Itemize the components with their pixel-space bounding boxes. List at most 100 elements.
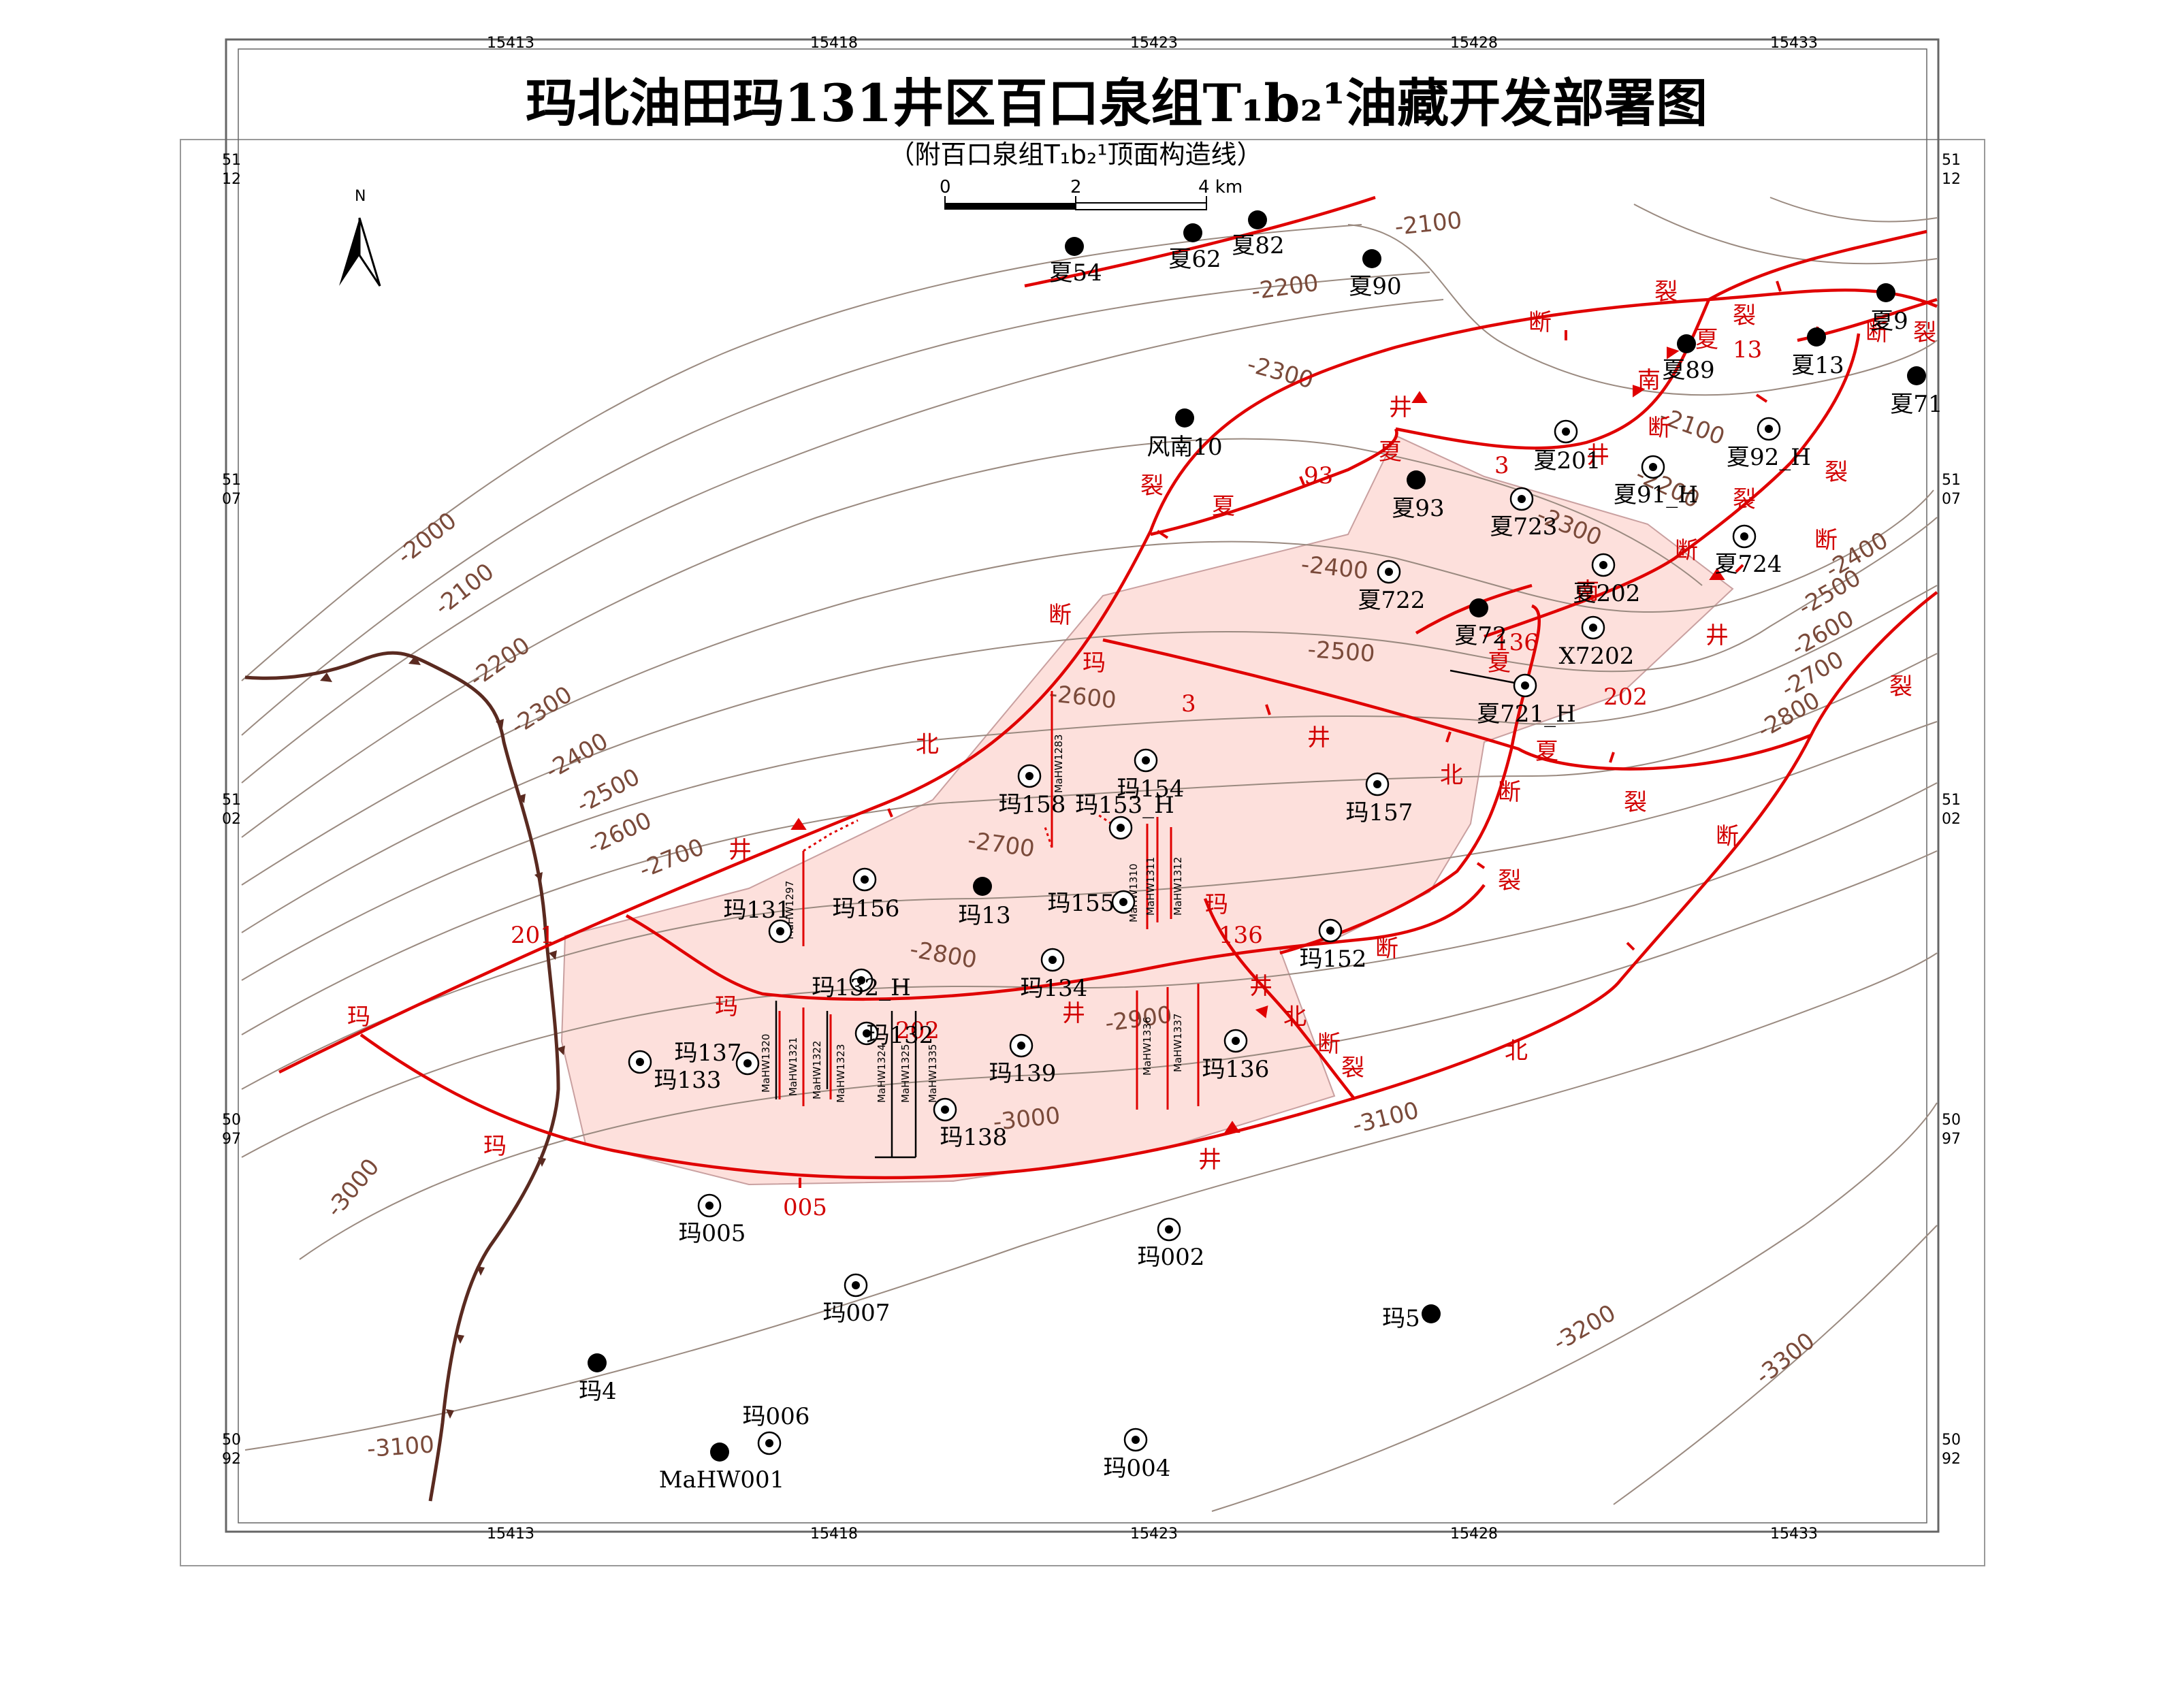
well-label: 夏71	[1890, 391, 1942, 418]
grid-x-label: 15433	[1770, 1526, 1818, 1543]
fault-label: 136	[1219, 922, 1263, 949]
grid-y-label: 50	[222, 1112, 241, 1129]
well-marker[interactable]: 玛004	[1104, 1428, 1171, 1482]
well-producer-icon	[588, 1353, 607, 1372]
well-marker[interactable]: 夏201	[1534, 419, 1601, 474]
fault-label: 井	[1307, 724, 1330, 752]
fault-label: 南	[1637, 367, 1661, 394]
well-marker[interactable]: 玛138	[933, 1097, 1007, 1151]
fault-label: 断	[1814, 527, 1838, 554]
hw-label: MaHW1323	[835, 1044, 847, 1103]
well-label: 玛139	[989, 1060, 1057, 1087]
grid-x-label: 15423	[1130, 1526, 1178, 1543]
scale-label: 2	[1070, 177, 1082, 197]
well-marker[interactable]: 夏724	[1715, 524, 1782, 578]
fault-label: 3	[1181, 690, 1196, 718]
map-frame-inner	[238, 48, 1927, 1524]
grid-y-label: 50	[1942, 1432, 1961, 1449]
well-marker[interactable]: 玛152	[1300, 918, 1367, 973]
fault-label: 北	[1505, 1037, 1528, 1065]
well-label: 玛4	[579, 1378, 617, 1405]
well-marker[interactable]: 夏91_H	[1614, 455, 1698, 509]
well-marker[interactable]: 玛4	[579, 1353, 617, 1405]
grid-labels-bottom: 15413 15418 15423 15428 15433	[487, 1526, 1818, 1543]
grid-y-label: 51	[1942, 472, 1961, 489]
well-marker[interactable]: 玛155	[1048, 890, 1136, 917]
well-marker[interactable]: 玛005	[679, 1193, 746, 1247]
well-marker[interactable]: 玛007	[823, 1273, 891, 1327]
well-producer-icon	[1876, 283, 1895, 302]
fault-label: 裂	[1654, 278, 1678, 306]
well-marker[interactable]: 风南10	[1147, 408, 1223, 461]
well-marker[interactable]: 夏71	[1890, 366, 1943, 418]
grid-y-label: 50	[1942, 1112, 1961, 1129]
well-observation-dot-icon	[1521, 681, 1529, 690]
well-observation-dot-icon	[1142, 756, 1150, 764]
well-observation-dot-icon	[1048, 956, 1057, 964]
grid-y-label: 92	[1942, 1451, 1961, 1468]
well-marker[interactable]: 夏93	[1392, 470, 1445, 522]
well-marker[interactable]: 玛006	[743, 1403, 810, 1455]
fault-label: 玛	[483, 1133, 507, 1160]
fault-label: 裂	[1889, 673, 1912, 700]
well-marker[interactable]: 玛132	[854, 1021, 933, 1049]
well-label: 夏72	[1454, 622, 1507, 649]
contour-label: -3100	[366, 1431, 435, 1463]
contour-label: -2400	[541, 728, 613, 785]
well-marker[interactable]: 夏9	[1870, 283, 1908, 335]
well-label: 玛157	[1346, 799, 1413, 826]
well-marker[interactable]: 玛13	[958, 877, 1011, 929]
grid-y-label: 50	[222, 1432, 241, 1449]
well-observation-dot-icon	[1232, 1037, 1240, 1045]
well-marker[interactable]: 玛133	[628, 1050, 721, 1094]
well-marker[interactable]: 玛139	[989, 1033, 1057, 1087]
well-producer-icon	[1407, 470, 1426, 489]
well-marker[interactable]: 夏13	[1791, 327, 1844, 379]
fault-label: 201	[511, 922, 555, 949]
fault-label: 断	[1675, 537, 1698, 564]
well-label: 夏90	[1349, 273, 1401, 300]
well-label: 玛131	[724, 897, 791, 924]
well-label: 玛134	[1021, 975, 1088, 1002]
well-marker[interactable]: 玛132_H	[812, 968, 911, 1001]
grid-x-label: 15433	[1770, 35, 1818, 52]
well-label: 夏724	[1715, 551, 1782, 578]
well-marker[interactable]: 夏62	[1168, 223, 1221, 273]
fault-label: 断	[1648, 415, 1671, 442]
well-marker[interactable]: 玛136	[1202, 1029, 1270, 1083]
well-marker[interactable]: 玛002	[1138, 1217, 1205, 1271]
well-marker[interactable]: 夏54	[1049, 237, 1102, 287]
grid-labels-right: 51 12 51 07 51 02 50 97 50 92	[1942, 152, 1961, 1468]
contour-label: -3000	[321, 1153, 385, 1222]
well-marker[interactable]: 夏723	[1490, 487, 1558, 541]
well-marker[interactable]: 夏72	[1454, 598, 1507, 649]
well-marker[interactable]: 夏89	[1662, 334, 1715, 384]
well-marker[interactable]: 玛158	[999, 764, 1066, 818]
well-marker[interactable]: 玛131	[724, 897, 792, 944]
well-marker[interactable]: 夏721_H	[1477, 673, 1576, 728]
well-marker[interactable]: 夏722	[1358, 560, 1426, 614]
well-marker[interactable]: 玛5	[1382, 1304, 1441, 1332]
well-marker[interactable]: 夏90	[1349, 249, 1402, 300]
grid-y-label: 97	[222, 1131, 241, 1148]
fault-label: 北	[1283, 1003, 1307, 1031]
well-marker[interactable]: 夏202	[1573, 553, 1641, 607]
well-marker[interactable]: 玛153_H	[1075, 792, 1174, 840]
well-marker[interactable]: 夏92_H	[1727, 417, 1811, 471]
well-marker[interactable]: 玛154	[1117, 748, 1185, 803]
reservoir-area[interactable]	[560, 434, 1734, 1186]
well-marker[interactable]: 夏82	[1232, 210, 1285, 259]
grid-y-label: 51	[1942, 792, 1961, 809]
boundary-teeth	[320, 656, 565, 1419]
well-marker[interactable]: MaHW001	[659, 1443, 785, 1494]
grid-labels-left: 51 12 51 07 51 02 50 97 50 92	[222, 152, 241, 1468]
fault-label: 玛	[715, 993, 738, 1020]
well-observation-dot-icon	[636, 1058, 644, 1066]
well-marker[interactable]: 玛134	[1021, 948, 1088, 1002]
well-marker[interactable]: 玛137	[675, 1040, 760, 1076]
well-marker[interactable]: 玛156	[833, 867, 900, 922]
well-marker[interactable]: X7202	[1559, 615, 1635, 670]
fault-label: 3	[1494, 452, 1509, 479]
well-marker[interactable]: 玛157	[1346, 772, 1413, 826]
